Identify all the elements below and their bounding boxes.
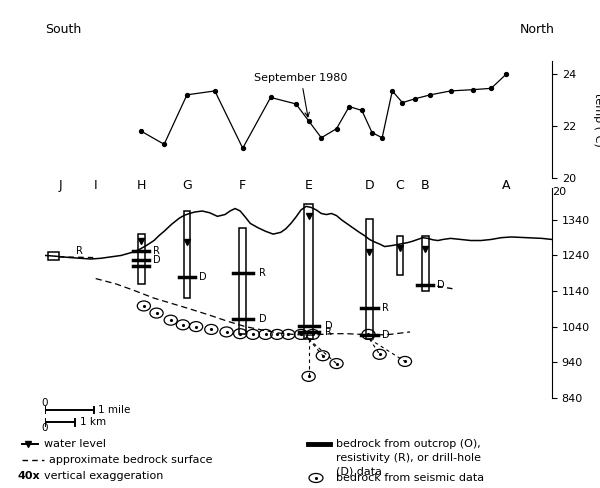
- Text: D: D: [259, 314, 266, 325]
- Text: bedrock from outcrop (O),: bedrock from outcrop (O),: [336, 439, 481, 449]
- Text: approximate bedrock surface: approximate bedrock surface: [49, 455, 212, 465]
- Bar: [304, 204, 313, 339]
- Text: H: H: [137, 179, 146, 192]
- Bar: [138, 234, 145, 284]
- Text: North: North: [520, 23, 555, 36]
- Text: water level: water level: [44, 439, 106, 449]
- Text: bedrock from seismic data: bedrock from seismic data: [336, 473, 484, 483]
- Text: D: D: [382, 330, 389, 341]
- Text: 20: 20: [552, 187, 566, 197]
- Bar: [397, 236, 403, 275]
- Text: September 1980: September 1980: [254, 73, 348, 117]
- Text: J: J: [58, 179, 62, 192]
- Text: D: D: [437, 280, 445, 289]
- Text: R: R: [325, 327, 332, 337]
- Text: R: R: [154, 246, 160, 256]
- Text: D: D: [325, 321, 332, 331]
- Text: R: R: [382, 303, 389, 313]
- Text: R: R: [76, 246, 83, 256]
- Text: I: I: [94, 179, 98, 192]
- Y-axis label: temp (ᵒC): temp (ᵒC): [593, 93, 600, 146]
- Text: D: D: [365, 179, 374, 192]
- Bar: [366, 219, 373, 339]
- Text: resistivity (R), or drill-hole: resistivity (R), or drill-hole: [336, 453, 481, 463]
- Text: F: F: [239, 179, 246, 192]
- Bar: [184, 211, 190, 298]
- Text: D: D: [154, 255, 161, 264]
- Text: vertical exaggeration: vertical exaggeration: [44, 471, 163, 481]
- Bar: [422, 236, 428, 291]
- Text: D: D: [199, 272, 207, 282]
- Text: B: B: [421, 179, 430, 192]
- Bar: [47, 252, 59, 260]
- Text: 1 km: 1 km: [80, 417, 106, 427]
- Text: C: C: [395, 179, 404, 192]
- Text: (D) data: (D) data: [336, 467, 382, 477]
- Text: E: E: [305, 179, 313, 192]
- Text: 0: 0: [42, 398, 48, 407]
- Text: R: R: [259, 267, 266, 278]
- Text: G: G: [182, 179, 192, 192]
- Text: South: South: [45, 23, 81, 36]
- Bar: [239, 228, 246, 334]
- Text: A: A: [502, 179, 511, 192]
- Text: 40x: 40x: [18, 471, 41, 481]
- Text: 1 mile: 1 mile: [98, 405, 130, 415]
- Text: 0: 0: [42, 423, 48, 433]
